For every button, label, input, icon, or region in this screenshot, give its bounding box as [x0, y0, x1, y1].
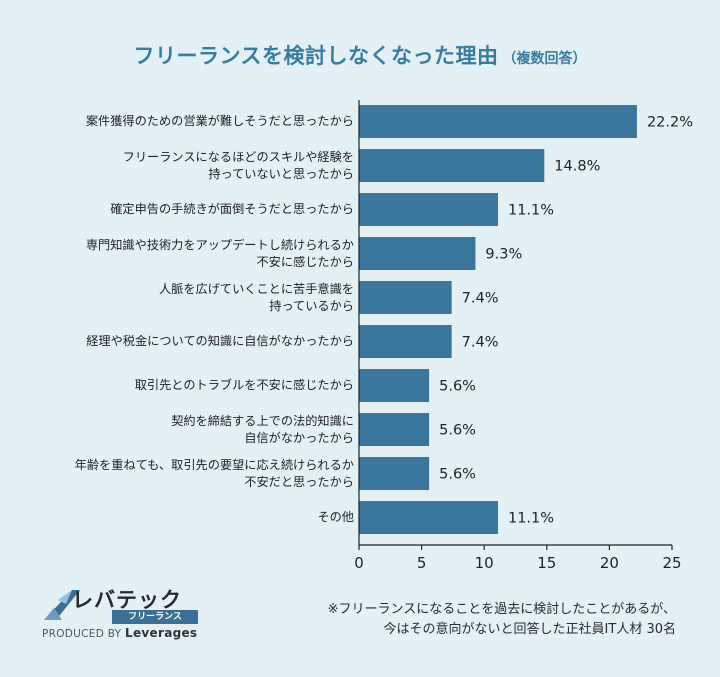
x-tick-label-20: 20 [600, 554, 619, 572]
category-label-line: 不安に感じたから [256, 254, 355, 269]
category-label-line: 確定申告の手続きが面倒そうだと思ったから [110, 202, 354, 216]
category-label-2: フリーランスになるほどのスキルや経験を持っていないと思ったから [4, 149, 354, 183]
chart-subtitle: （複数回答） [502, 51, 587, 67]
data-label-1: 22.2% [647, 115, 693, 131]
logo-name: レバテック [72, 588, 182, 612]
category-label-line: 取引先とのトラブルを不安に感じたから [134, 378, 354, 392]
category-label-line: フリーランスになるほどのスキルや経験を [122, 149, 354, 164]
footnote-line-1: ※フリーランスになることを過去に検討したことがあるが、 [327, 602, 676, 617]
category-label-1: 案件獲得のための営業が難しそうだと思ったから [4, 113, 354, 130]
bar-10 [359, 501, 498, 534]
x-tick-label-15: 15 [537, 554, 556, 572]
bar-6 [359, 325, 452, 358]
category-label-9: 年齢を重ねても、取引先の要望に応え続けられるか不安だと思ったから [4, 457, 354, 491]
bar-9 [359, 457, 430, 490]
data-label-9: 5.6% [439, 467, 476, 483]
brand-logo: レバテック フリーランス PRODUCED BY Leverages [42, 584, 202, 644]
data-label-10: 11.1% [508, 511, 554, 527]
data-label-6: 7.4% [462, 335, 499, 351]
category-label-7: 取引先とのトラブルを不安に感じたから [4, 377, 354, 394]
bar-8 [359, 413, 430, 446]
logo-mark-icon [44, 590, 80, 620]
footnote: ※フリーランスになることを過去に検討したことがあるが、 今はその意向がないと回答… [226, 600, 676, 640]
category-label-line: その他 [317, 510, 354, 524]
produced-by: PRODUCED BY Leverages [42, 626, 197, 640]
bar-2 [359, 149, 545, 182]
produced-brand: Leverages [125, 626, 198, 640]
category-label-line: 持っているから [269, 298, 354, 313]
x-tick-label-25: 25 [662, 554, 681, 572]
category-label-line: 契約を締結する上での法的知識に [171, 413, 354, 428]
footnote-line-2: 今はその意向がないと回答した正社員IT人材 30名 [383, 622, 676, 637]
category-label-4: 専門知識や技術力をアップデートし続けられるか不安に感じたから [4, 237, 354, 271]
bar-5 [359, 281, 452, 314]
category-label-line: 不安だと思ったから [244, 474, 354, 489]
category-label-line: 経理や税金についての知識に自信がなかったから [86, 334, 354, 348]
x-tick-label-5: 5 [417, 554, 427, 572]
x-tick-label-0: 0 [354, 554, 364, 572]
bar-3 [359, 193, 498, 226]
data-label-7: 5.6% [439, 379, 476, 395]
category-label-3: 確定申告の手続きが面倒そうだと思ったから [4, 201, 354, 218]
chart-title: フリーランスを検討しなくなった理由 [133, 44, 499, 68]
data-label-4: 9.3% [485, 247, 522, 263]
category-label-line: 専門知識や技術力をアップデートし続けられるか [85, 237, 354, 252]
category-label-line: 年齢を重ねても、取引先の要望に応え続けられるか [74, 457, 354, 472]
category-label-line: 案件獲得のための営業が難しそうだと思ったから [85, 114, 354, 128]
produced-prefix: PRODUCED BY [42, 628, 122, 640]
x-tick-label-10: 10 [475, 554, 494, 572]
data-label-2: 14.8% [554, 159, 600, 175]
category-label-10: その他 [4, 509, 354, 526]
category-label-6: 経理や税金についての知識に自信がなかったから [4, 333, 354, 350]
chart-title-block: フリーランスを検討しなくなった理由 （複数回答） [0, 40, 720, 70]
category-label-8: 契約を締結する上での法的知識に自信がなかったから [4, 413, 354, 447]
bar-7 [359, 369, 430, 402]
category-label-line: 自信がなかったから [244, 430, 354, 445]
category-label-line: 持っていないと思ったから [208, 166, 354, 181]
bar-4 [359, 237, 476, 270]
data-label-5: 7.4% [462, 291, 499, 307]
data-label-3: 11.1% [508, 203, 554, 219]
bar-1 [359, 105, 637, 138]
logo-sub: フリーランス [112, 610, 198, 624]
category-label-line: 人脈を広げていくことに苦手意識を [159, 281, 354, 296]
category-label-5: 人脈を広げていくことに苦手意識を持っているから [4, 281, 354, 315]
data-label-8: 5.6% [439, 423, 476, 439]
